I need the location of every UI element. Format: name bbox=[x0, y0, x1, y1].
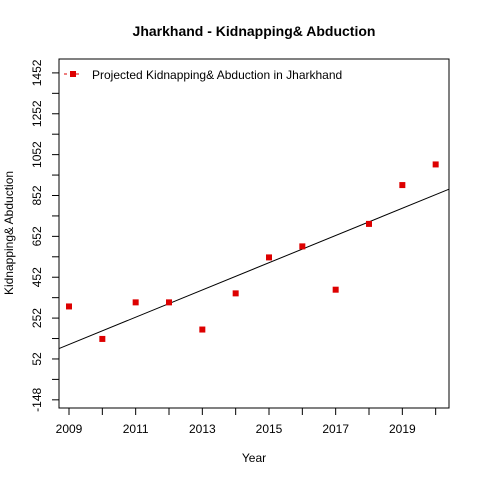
data-point bbox=[366, 220, 372, 227]
y-tick-label: 452 bbox=[30, 267, 44, 287]
legend-series-label: Projected Kidnapping& Abduction in Jhark… bbox=[92, 68, 342, 82]
plot-area-border bbox=[58, 58, 450, 409]
x-tick-label: 2015 bbox=[256, 422, 283, 436]
y-axis: -148 52 252 452 652 852 1052 1252 1452 bbox=[30, 59, 59, 412]
y-tick-label: 52 bbox=[30, 352, 44, 366]
x-tick-label: 2011 bbox=[123, 422, 149, 436]
data-point bbox=[266, 254, 272, 261]
x-tick-label: 2009 bbox=[56, 422, 83, 436]
data-point bbox=[432, 161, 439, 168]
y-tick-label: 1452 bbox=[30, 59, 44, 86]
data-point bbox=[399, 182, 406, 189]
data-point bbox=[66, 303, 72, 310]
y-axis-label: Kidnapping& Abduction bbox=[2, 171, 16, 295]
data-point bbox=[299, 243, 306, 250]
data-point bbox=[166, 299, 172, 306]
legend: Projected Kidnapping& Abduction in Jhark… bbox=[64, 68, 342, 82]
data-point bbox=[332, 286, 339, 293]
y-tick-label: 1052 bbox=[30, 141, 44, 168]
data-point bbox=[199, 326, 206, 333]
data-point bbox=[132, 299, 139, 306]
y-tick-label: 852 bbox=[30, 185, 44, 205]
data-point bbox=[99, 335, 106, 342]
x-axis-label: Year bbox=[242, 451, 266, 465]
data-point bbox=[232, 290, 239, 297]
legend-marker bbox=[70, 71, 76, 77]
y-tick-label: -148 bbox=[30, 387, 44, 411]
x-tick-label: 2019 bbox=[389, 422, 416, 436]
trendline-layer bbox=[58, 188, 450, 350]
y-tick-label: 252 bbox=[30, 308, 44, 328]
x-tick-label: 2013 bbox=[189, 422, 216, 436]
x-axis: 2009 2011 2013 2015 2017 2019 bbox=[56, 408, 437, 436]
chart-title: Jharkhand - Kidnapping& Abduction bbox=[133, 23, 376, 39]
y-tick-label: 1252 bbox=[30, 100, 44, 127]
data-points-layer bbox=[66, 161, 439, 342]
x-tick-label: 2017 bbox=[322, 422, 349, 436]
y-tick-label: 652 bbox=[30, 226, 44, 246]
trendline bbox=[58, 188, 450, 350]
